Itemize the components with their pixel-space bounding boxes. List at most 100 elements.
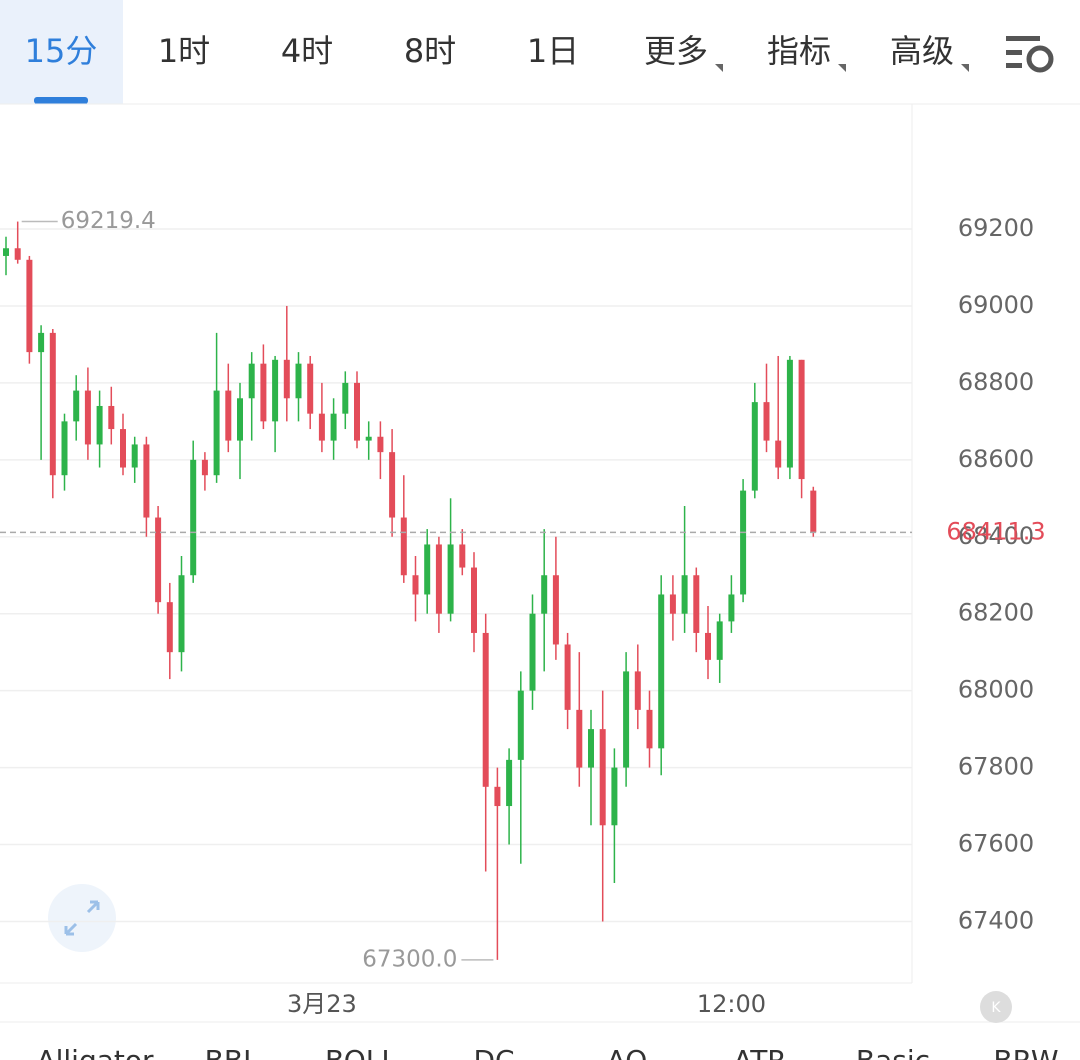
y-tick-label: 67800 [958, 753, 1034, 781]
candle-body [611, 767, 618, 826]
candle-body [84, 390, 91, 445]
candle-body [120, 429, 126, 468]
candle-body [541, 575, 548, 614]
y-tick-label: 69000 [958, 291, 1034, 319]
dropdown-caret [715, 64, 723, 72]
candle-body [740, 490, 747, 595]
candle-body [190, 459, 197, 576]
tab[interactable]: 1时 [158, 32, 210, 70]
candle-body [798, 359, 805, 480]
settings-icon[interactable] [1006, 36, 1054, 73]
candle-body [26, 259, 33, 353]
candle-body [412, 575, 419, 595]
indicator-tab[interactable]: BRW [993, 1044, 1058, 1060]
candle-body [3, 248, 9, 256]
indicator-tab[interactable]: BBI [205, 1044, 252, 1060]
candle-body [471, 567, 477, 633]
indicator-tab[interactable]: Basic [856, 1044, 930, 1060]
candle-body [669, 594, 676, 614]
y-tick-label: 68400 [958, 522, 1034, 550]
icon-gear [1026, 45, 1054, 73]
tab[interactable]: 更多 [644, 32, 708, 70]
candle-body [318, 413, 325, 441]
candle-body [728, 594, 735, 622]
candle-body [506, 759, 513, 807]
tab[interactable]: 指标 [767, 32, 831, 70]
candle-body [529, 613, 536, 691]
k-glyph: K [991, 1000, 1001, 1016]
candle-body [552, 575, 559, 645]
icon-bar [1006, 63, 1022, 68]
icon-bar [1006, 36, 1040, 41]
candle-body [377, 436, 384, 453]
y-tick-label: 68600 [958, 445, 1034, 473]
candle-body [61, 421, 68, 476]
y-tick-label: 69200 [958, 214, 1034, 242]
y-tick-label: 67400 [958, 906, 1034, 934]
x-tick-label: 12:00 [697, 990, 766, 1018]
candle-body [763, 402, 770, 441]
candle-body [658, 594, 665, 749]
k-button[interactable]: K [980, 991, 1012, 1023]
candle-body [400, 517, 407, 576]
tab[interactable]: 4时 [281, 32, 333, 70]
y-tick-label: 67600 [958, 830, 1034, 858]
candle-body [260, 363, 267, 422]
candle-body [435, 544, 442, 614]
candle-body [248, 363, 255, 399]
indicator-tab[interactable]: Alligator [36, 1044, 154, 1060]
active-tab-bg [0, 0, 123, 104]
candle-body [49, 332, 56, 476]
min-marker-label: 67300.0 [362, 946, 457, 972]
expand-button[interactable] [48, 884, 116, 952]
expand-glyph [64, 900, 100, 936]
tab[interactable]: 15分 [25, 32, 98, 70]
y-tick-label: 68800 [958, 368, 1034, 396]
candle-body [166, 602, 173, 653]
candle-body [283, 359, 290, 399]
candle-body [365, 436, 372, 441]
dropdown-caret [838, 64, 846, 72]
candle-body [751, 402, 758, 491]
icon-bar [1006, 50, 1022, 55]
active-tab-underline [34, 97, 88, 104]
indicator-tab[interactable]: ATR [733, 1044, 787, 1060]
expand-circle [48, 884, 116, 952]
candle-body [108, 405, 115, 430]
candle-body [588, 729, 594, 768]
candle-body [634, 671, 641, 710]
indicator-tab[interactable]: DC [473, 1044, 514, 1060]
candle-body [705, 632, 711, 660]
candle-body [307, 363, 314, 414]
candle-body [225, 390, 232, 441]
tab[interactable]: 8时 [404, 32, 456, 70]
candle-body [295, 363, 302, 399]
tab[interactable]: 高级 [890, 32, 954, 70]
candle-body [716, 621, 723, 660]
candle-body [143, 444, 150, 518]
candle-body [14, 248, 21, 260]
x-tick-label: 3月23 [287, 990, 357, 1018]
y-tick-label: 68000 [958, 676, 1034, 704]
indicator-tab[interactable]: BOLL [325, 1044, 397, 1060]
candle-body [389, 452, 396, 518]
candle-body [354, 382, 360, 441]
candle-body [459, 544, 466, 568]
candle-body [482, 632, 489, 787]
candle-body [38, 332, 45, 353]
candle-body [564, 644, 571, 710]
tab[interactable]: 1日 [527, 32, 579, 70]
candle-body [330, 413, 337, 441]
candle-body [342, 382, 349, 414]
indicator-tab[interactable]: AO [607, 1044, 648, 1060]
candle-body [155, 517, 162, 603]
candle-body [201, 459, 208, 476]
candle-body [131, 444, 138, 468]
candle-body [599, 729, 606, 826]
candle-body [178, 575, 185, 653]
candle-body [576, 709, 583, 768]
candle-body [517, 690, 524, 760]
candle-body [213, 390, 220, 476]
